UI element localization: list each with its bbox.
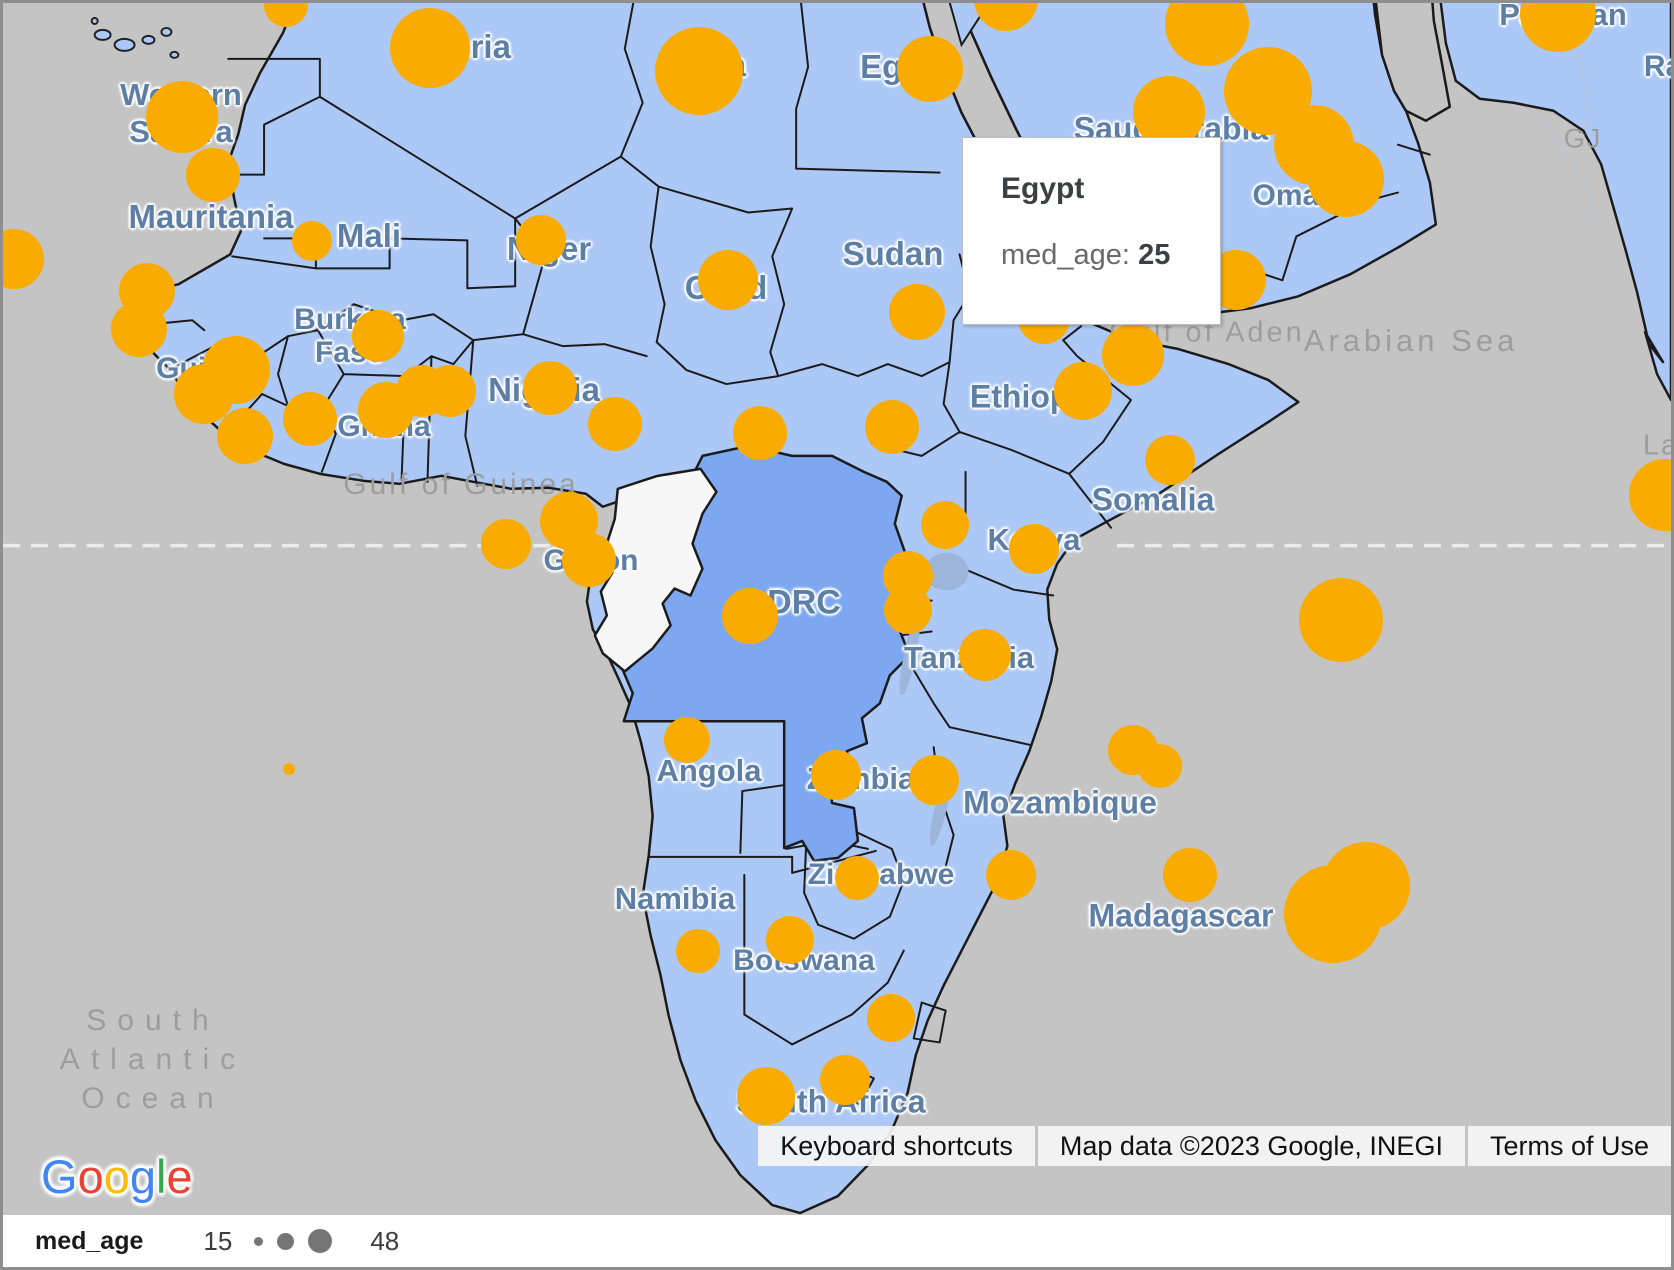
map-label-mozambique: Mozambique [963,784,1157,821]
marker-bubble[interactable] [146,81,218,153]
marker-bubble[interactable] [865,400,919,454]
marker-bubble[interactable] [1145,435,1195,485]
keyboard-shortcuts-button[interactable]: Keyboard shortcuts [758,1126,1035,1166]
map-label-namibia: Namibia [614,881,736,916]
gulf-of-oman [1374,3,1452,122]
marker-bubble[interactable] [1299,578,1383,662]
marker-bubble[interactable] [1102,324,1164,386]
legend-size-dot [277,1232,295,1250]
marker-bubble[interactable] [835,856,879,900]
marker-bubble[interactable] [820,1055,870,1105]
marker-bubble[interactable] [292,221,332,261]
marker-bubble[interactable] [811,750,861,800]
lake-tanganyika [899,617,920,696]
marker-bubble[interactable] [867,994,915,1042]
marker-bubble[interactable] [174,364,234,424]
map-label-mali: Mali [336,217,402,254]
legend-size-dots [254,1229,346,1253]
marker-bubble[interactable] [737,1067,795,1125]
marker-bubble[interactable] [217,408,273,464]
terms-of-use-link[interactable]: Terms of Use [1467,1126,1671,1166]
legend-size-dot [308,1229,333,1253]
marker-bubble[interactable] [424,365,476,417]
map-data-attribution: Map data ©2023 Google, INEGI [1037,1126,1465,1166]
marker-bubble[interactable] [516,215,566,265]
marker-bubble[interactable] [1054,362,1112,420]
marker-bubble[interactable] [390,8,470,88]
google-logo-letter: o [77,1150,104,1203]
sea-label-la: La [1642,429,1671,462]
sea-label-atlantic: Atlantic [59,1043,247,1076]
marker-bubble[interactable] [562,533,616,587]
marker-bubble[interactable] [283,392,337,446]
google-logo-letter: o [103,1150,130,1203]
india-landmass [1439,3,1671,402]
marker-bubble[interactable] [111,301,167,357]
marker-bubble[interactable] [766,916,814,964]
marker-bubble[interactable] [676,929,720,973]
map-label-drc: DRC [767,583,841,622]
marker-bubble[interactable] [1284,865,1382,963]
marker-bubble[interactable] [698,250,758,310]
marker-bubble[interactable] [722,588,778,644]
marker-bubble[interactable] [909,755,959,805]
marker-bubble[interactable] [986,850,1036,900]
map-canvas[interactable]: WesternSaharaMauritaniaMaliAlgeriaLibyaE… [3,3,1671,1218]
canary-islands [90,16,180,59]
marker-bubble[interactable] [186,148,240,202]
legend-max-value: 48 [370,1225,400,1256]
marker-bubble[interactable] [921,501,969,549]
lake-victoria [924,552,969,591]
marker-bubble[interactable] [664,717,710,763]
marker-bubble[interactable] [889,284,945,340]
map-label-zimbabwe: Zimbabwe [807,858,955,891]
map-tooltip: Egypt med_age: 25 [962,137,1221,325]
marker-bubble[interactable] [1009,524,1059,574]
marker-bubble[interactable] [352,310,404,362]
tooltip-value: 25 [1138,239,1171,271]
map-label-somalia: Somalia [1091,481,1215,518]
map-label-madagascar: Madagascar [1088,897,1274,934]
map-label-mauritania: Mauritania [128,198,294,235]
google-logo-letter: g [129,1150,156,1203]
tooltip-field-label: med_age: [1001,239,1130,271]
google-logo-letter: l [155,1150,167,1203]
marker-bubble[interactable] [283,763,295,775]
marker-bubble[interactable] [1138,744,1182,788]
legend-field-name: med_age [35,1226,144,1255]
google-logo-letter: e [166,1150,193,1203]
sea-label-arabian-sea: Arabian Sea [1303,323,1519,358]
marker-bubble[interactable] [884,586,932,634]
map-label-sudan: Sudan [842,235,944,272]
dashed-admin-lines [1544,22,1601,229]
legend-min-value: 15 [203,1225,233,1256]
marker-bubble[interactable] [1308,141,1384,217]
legend-size-dot [254,1236,264,1246]
google-logo[interactable]: Google [41,1149,193,1204]
marker-bubble[interactable] [733,406,787,460]
sea-label-gj: GJ [1563,123,1603,154]
sea-label-south: South [86,1004,220,1037]
tooltip-country-name: Egypt [1001,172,1085,205]
marker-bubble[interactable] [1163,848,1217,902]
marker-bubble[interactable] [1133,76,1205,148]
marker-bubble[interactable] [897,36,963,102]
tooltip-metric-row: med_age: 25 [1001,239,1182,272]
google-logo-letter: G [41,1150,78,1203]
marker-bubble[interactable] [588,397,642,451]
map-label-ra: Ra [1643,50,1671,83]
size-legend: med_age 15 48 [3,1215,1671,1267]
map-attribution-bar: Keyboard shortcuts Map data ©2023 Google,… [758,1126,1671,1166]
sea-label-ocean: Ocean [81,1082,225,1115]
marker-bubble[interactable] [959,629,1011,681]
marker-bubble[interactable] [523,361,577,415]
marker-bubble[interactable] [481,519,531,569]
marker-bubble[interactable] [655,27,743,115]
sea-label-gulf-of-guinea: Gulf of Guinea [343,468,579,501]
